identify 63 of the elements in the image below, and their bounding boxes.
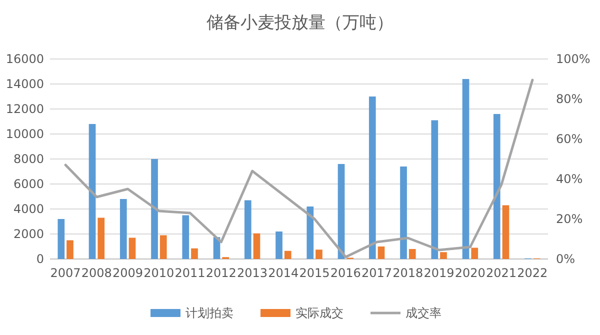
bar <box>58 219 65 259</box>
y2-tick-label: 20% <box>556 212 583 226</box>
y2-tick-label: 80% <box>556 92 583 106</box>
bar <box>338 164 345 259</box>
x-tick-label: 2020 <box>454 266 486 280</box>
y2-tick-label: 100% <box>556 52 590 66</box>
x-tick-label: 2009 <box>112 266 144 280</box>
y-tick-label: 12000 <box>6 102 44 116</box>
bar <box>471 248 478 259</box>
bar <box>431 120 438 259</box>
bar <box>276 232 282 259</box>
bar <box>284 250 292 259</box>
bar <box>160 235 167 259</box>
y-tick-label: 0 <box>36 252 44 266</box>
x-tick-label: 2012 <box>206 266 236 280</box>
x-tick-label: 2018 <box>392 266 424 280</box>
bar <box>408 249 416 259</box>
x-tick-label: 2011 <box>174 266 206 280</box>
y2-tick-label: 40% <box>556 172 583 186</box>
bar <box>502 205 510 259</box>
y-tick-label: 14000 <box>6 77 44 92</box>
line-series <box>64 78 534 258</box>
x-tick-label: 2017 <box>362 266 392 280</box>
bar <box>493 114 500 259</box>
bar <box>400 166 407 259</box>
bar <box>182 215 190 259</box>
chart-title: 储备小麦投放量（万吨） <box>206 13 394 33</box>
bar <box>378 246 385 259</box>
bar <box>244 200 252 259</box>
x-tick-label: 2015 <box>299 266 330 280</box>
x-tick-label: 2010 <box>144 266 174 280</box>
bar <box>253 233 260 259</box>
x-tick-label: 2008 <box>81 266 112 280</box>
legend-label: 实际成交 <box>296 306 344 320</box>
x-tick-label: 2014 <box>268 266 299 280</box>
y-tick-label: 8000 <box>13 152 44 166</box>
x-tick-label: 2019 <box>424 266 454 280</box>
bar <box>88 124 96 259</box>
bar <box>368 96 376 259</box>
bar <box>128 238 136 259</box>
y-tick-label: 16000 <box>6 52 44 66</box>
bar <box>316 250 322 259</box>
y-tick-label: 4000 <box>13 202 44 216</box>
bar <box>98 218 105 259</box>
y2-tick-label: 60% <box>556 132 583 146</box>
y-tick-label: 6000 <box>13 177 44 192</box>
bar <box>306 206 314 259</box>
bar <box>191 248 198 259</box>
x-tick-label: 2016 <box>330 266 361 280</box>
y-tick-label: 2000 <box>13 227 44 242</box>
bar <box>462 79 470 259</box>
legend-label: 计划拍卖 <box>186 306 234 320</box>
bar <box>440 252 447 259</box>
legend-label: 成交率 <box>406 306 442 320</box>
bar <box>66 240 74 259</box>
x-tick-label: 2013 <box>237 266 268 280</box>
x-tick-label: 2007 <box>50 266 81 280</box>
x-tick-label: 2022 <box>517 266 548 280</box>
bar <box>151 159 158 259</box>
y-tick-label: 10000 <box>6 127 44 142</box>
bar <box>120 199 127 259</box>
x-tick-label: 2021 <box>486 266 517 280</box>
y2-tick-label: 0% <box>556 252 576 266</box>
